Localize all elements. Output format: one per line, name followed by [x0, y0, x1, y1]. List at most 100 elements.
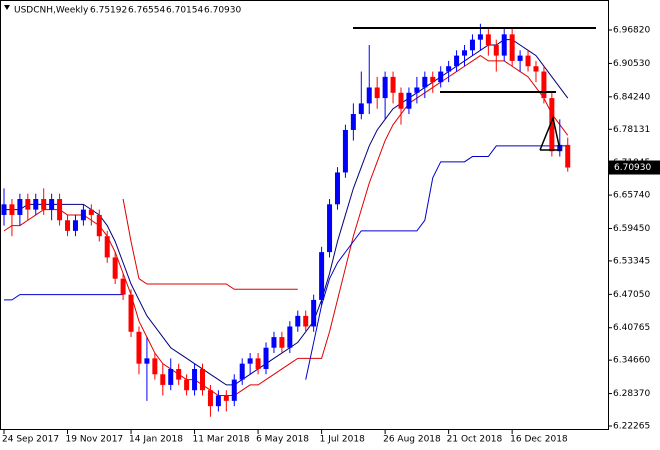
- candle-body: [327, 204, 333, 253]
- candle-body: [247, 358, 253, 364]
- candle-body: [493, 44, 499, 56]
- y-tick-label: 6.22265: [613, 421, 650, 431]
- y-tick-label: 6.59450: [613, 224, 650, 234]
- candle-body: [358, 103, 364, 115]
- candle-body: [88, 209, 94, 215]
- candle-body: [342, 129, 348, 173]
- candle-body: [1, 204, 7, 215]
- candle-body: [65, 220, 71, 231]
- candle-body: [104, 236, 110, 258]
- candle-body: [192, 368, 198, 391]
- indicator-line: [122, 198, 298, 290]
- candle-body: [414, 87, 420, 93]
- candle-body: [9, 204, 15, 215]
- x-tick-label: 16 Dec 2018: [510, 435, 568, 445]
- chart-title: USDCNH,Weekly: [14, 6, 89, 16]
- candle-body: [25, 199, 31, 210]
- candle-body: [215, 395, 221, 407]
- candle-body: [144, 358, 150, 364]
- candle-body: [287, 326, 293, 348]
- candle-body: [112, 257, 118, 279]
- x-tick-label: 14 Jan 2018: [129, 435, 183, 445]
- candle-body: [136, 331, 142, 364]
- candle-body: [152, 358, 158, 375]
- candle-body: [430, 76, 436, 83]
- x-tick-label: 21 Oct 2018: [447, 435, 503, 445]
- candle-body: [390, 76, 396, 93]
- candle-body: [525, 55, 531, 67]
- candle-body: [438, 71, 444, 83]
- x-tick-label: 6 May 2018: [256, 435, 309, 445]
- candle-body: [279, 337, 285, 348]
- y-tick-label: 6.65740: [613, 191, 650, 201]
- candle-body: [311, 299, 317, 327]
- candle-body: [184, 379, 190, 391]
- indicator-line: [4, 294, 124, 301]
- candle-body: [334, 172, 340, 205]
- candle-body: [422, 76, 428, 88]
- candle-body: [501, 34, 507, 56]
- candle-body: [454, 55, 460, 67]
- candle-body: [57, 199, 63, 221]
- x-tick-label: 11 Mar 2018: [193, 435, 250, 445]
- indicator-line: [4, 39, 569, 386]
- y-tick-label: 6.90530: [613, 59, 650, 69]
- low-label: 6.70154: [166, 6, 203, 16]
- candle-body: [33, 199, 39, 210]
- y-tick-label: 6.84240: [613, 92, 650, 102]
- x-tick-label: 19 Nov 2017: [66, 435, 124, 445]
- y-tick-label: 6.47050: [613, 290, 650, 300]
- candle-body: [517, 55, 523, 61]
- close-label: 6.70930: [204, 6, 241, 16]
- marks: [1, 23, 571, 417]
- candle-body: [239, 363, 245, 380]
- candle-body: [350, 114, 356, 130]
- candle-body: [80, 209, 86, 221]
- candle-body: [200, 368, 205, 391]
- candle-body: [549, 98, 555, 152]
- candle-body: [469, 39, 475, 51]
- candle-body: [533, 66, 539, 72]
- price-tag: [609, 160, 660, 175]
- candle-body: [485, 34, 491, 45]
- y-tick-label: 6.34660: [613, 356, 650, 366]
- open-label: 6.75192: [90, 6, 127, 16]
- candle-body: [72, 220, 78, 231]
- candle-body: [374, 87, 380, 99]
- candle-body: [231, 379, 237, 401]
- candle-body: [319, 252, 325, 300]
- candle-body: [509, 34, 515, 61]
- candle-body: [462, 50, 468, 56]
- indicator-line: [305, 145, 568, 380]
- candle-body: [128, 294, 134, 332]
- candle-body: [41, 199, 47, 210]
- candle-body: [263, 347, 269, 369]
- candle-body: [120, 278, 126, 295]
- x-tick-label: 1 Jul 2018: [320, 435, 365, 445]
- candle-body: [406, 92, 412, 109]
- candle-body: [303, 315, 309, 327]
- candle-body: [17, 199, 23, 215]
- candle-body: [207, 390, 213, 407]
- candle-body: [541, 71, 547, 99]
- candle-body: [446, 66, 452, 72]
- y-tick-label: 6.78131: [613, 125, 650, 135]
- price-tag-label: 6.70930: [614, 163, 651, 173]
- x-tick-label: 24 Sep 2017: [2, 435, 59, 445]
- candle-body: [295, 315, 301, 327]
- candle-body: [366, 87, 372, 104]
- drawn-shape: [539, 115, 561, 151]
- candle-body: [255, 358, 261, 369]
- high-label: 6.76554: [128, 6, 165, 16]
- candle-body: [96, 214, 102, 237]
- y-tick-label: 6.96820: [613, 26, 650, 36]
- candle-body: [565, 144, 571, 168]
- y-tick-label: 6.40765: [613, 323, 650, 333]
- candle-body: [160, 374, 166, 385]
- x-tick-label: 26 Aug 2018: [383, 435, 441, 445]
- candle-body: [382, 76, 388, 99]
- candle-body: [176, 368, 182, 380]
- candle-body: [49, 199, 55, 210]
- candle-body: [223, 395, 229, 401]
